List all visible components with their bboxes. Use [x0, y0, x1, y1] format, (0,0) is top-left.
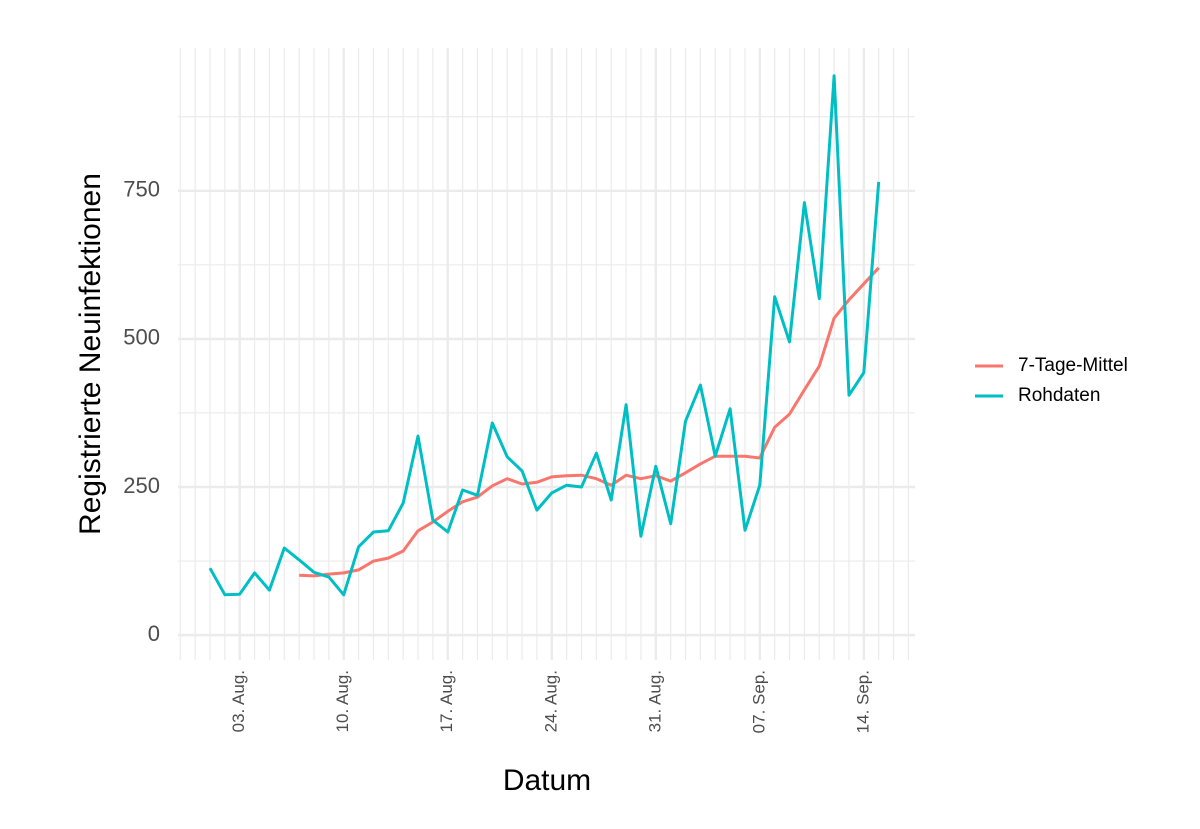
data-line [208, 74, 881, 597]
y-tick-label: 500 [123, 325, 160, 350]
y-axis-label: Registrierte Neuinfektionen [74, 173, 107, 535]
x-tick-label: 17. Aug. [437, 670, 456, 732]
y-tick-label: 750 [123, 177, 160, 202]
legend-label: Rohdaten [1018, 385, 1100, 406]
x-tick-label: 03. Aug. [229, 670, 248, 732]
y-tick-label: 0 [148, 621, 160, 646]
x-tick-label: 24. Aug. [541, 670, 560, 732]
legend-label: 7-Tage-Mittel [1018, 355, 1128, 376]
data-line [299, 266, 880, 578]
y-tick-label: 250 [123, 473, 160, 498]
x-axis-label: Datum [503, 764, 591, 797]
x-tick-label: 07. Sep. [749, 670, 768, 733]
x-tick-label: 31. Aug. [645, 670, 664, 732]
x-tick-label: 10. Aug. [333, 670, 352, 732]
x-tick-label: 14. Sep. [853, 670, 872, 733]
